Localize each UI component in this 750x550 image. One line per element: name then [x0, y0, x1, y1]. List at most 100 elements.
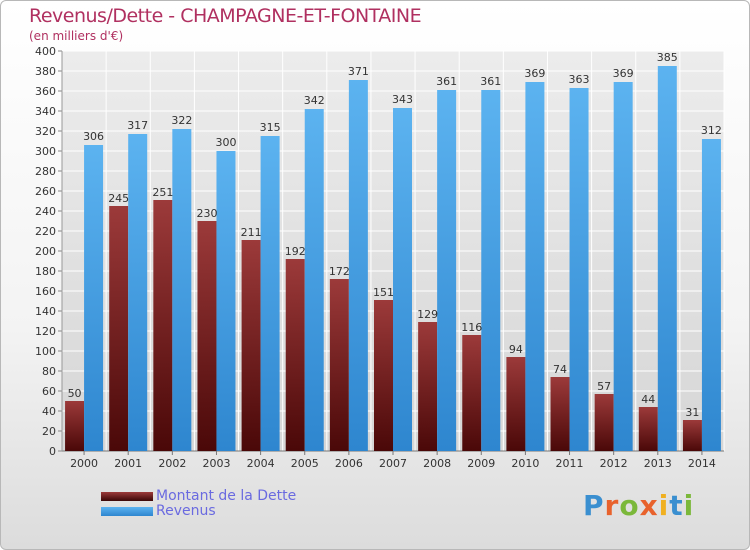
x-tick-label: 2003 [202, 457, 230, 470]
y-tick-label: 280 [35, 165, 56, 178]
data-label-revenus: 361 [480, 75, 501, 88]
x-tick-label: 2009 [467, 457, 495, 470]
data-label-dette: 116 [461, 321, 482, 334]
bar-revenus [525, 82, 545, 451]
y-tick-label: 400 [35, 45, 56, 58]
legend-swatch-revenus [101, 506, 153, 516]
y-tick-label: 40 [42, 405, 56, 418]
data-label-revenus: 363 [569, 73, 590, 86]
data-label-dette: 251 [152, 186, 173, 199]
bar-dette [329, 279, 349, 451]
data-label-revenus: 369 [613, 67, 634, 80]
bar-dette [594, 394, 614, 451]
proxiti-logo: Proxiti [583, 489, 695, 522]
bar-dette [285, 259, 305, 451]
y-tick-label: 120 [35, 325, 56, 338]
data-label-dette: 31 [685, 406, 699, 419]
data-label-dette: 172 [329, 265, 350, 278]
bar-revenus [304, 109, 324, 451]
legend-label-dette: Montant de la Dette [156, 488, 297, 504]
y-tick-label: 60 [42, 385, 56, 398]
bar-dette [109, 206, 129, 451]
bar-dette [550, 377, 570, 451]
chart-subtitle: (en milliers d'€) [29, 29, 124, 43]
y-tick-label: 300 [35, 145, 56, 158]
bar-revenus [128, 134, 148, 451]
y-tick-label: 360 [35, 85, 56, 98]
bar-revenus [701, 139, 721, 451]
data-label-dette: 151 [373, 286, 394, 299]
x-tick-label: 2002 [158, 457, 186, 470]
x-tick-label: 2007 [379, 457, 407, 470]
bar-revenus [216, 151, 236, 451]
y-tick-label: 0 [49, 445, 56, 458]
data-label-revenus: 322 [171, 114, 192, 127]
x-tick-label: 2004 [247, 457, 275, 470]
x-tick-label: 2010 [511, 457, 539, 470]
x-tick-label: 2012 [600, 457, 628, 470]
bar-dette [682, 420, 702, 451]
data-label-revenus: 300 [215, 136, 236, 149]
data-label-revenus: 306 [83, 130, 104, 143]
y-tick-label: 20 [42, 425, 56, 438]
data-label-revenus: 317 [127, 119, 148, 132]
y-tick-label: 200 [35, 245, 56, 258]
data-label-dette: 230 [196, 207, 217, 220]
legend-swatch-dette [101, 491, 153, 501]
bar-dette [638, 407, 658, 451]
y-tick-label: 180 [35, 265, 56, 278]
bar-revenus [437, 90, 457, 451]
y-tick-label: 240 [35, 205, 56, 218]
data-label-revenus: 369 [524, 67, 545, 80]
data-label-revenus: 371 [348, 65, 369, 78]
bar-dette [153, 200, 173, 451]
x-tick-label: 2000 [70, 457, 98, 470]
y-tick-label: 320 [35, 125, 56, 138]
data-label-dette: 44 [641, 393, 655, 406]
bar-revenus [657, 66, 677, 451]
y-tick-label: 260 [35, 185, 56, 198]
bar-revenus [481, 90, 501, 451]
bar-dette [506, 357, 526, 451]
data-label-dette: 50 [68, 387, 82, 400]
data-label-revenus: 342 [304, 94, 325, 107]
data-label-dette: 211 [241, 226, 262, 239]
y-tick-label: 380 [35, 65, 56, 78]
x-tick-label: 2005 [291, 457, 319, 470]
bar-revenus [393, 108, 412, 451]
bar-dette [418, 322, 438, 451]
data-label-dette: 245 [108, 192, 129, 205]
data-label-revenus: 343 [392, 93, 413, 106]
y-tick-label: 220 [35, 225, 56, 238]
data-label-revenus: 315 [260, 121, 281, 134]
y-tick-label: 80 [42, 365, 56, 378]
bar-revenus [613, 82, 633, 451]
x-tick-label: 2001 [114, 457, 142, 470]
y-tick-label: 340 [35, 105, 56, 118]
y-tick-label: 140 [35, 305, 56, 318]
y-tick-label: 160 [35, 285, 56, 298]
data-label-revenus: 361 [436, 75, 457, 88]
legend-label-revenus: Revenus [156, 503, 216, 519]
legend-item-revenus: Revenus [101, 504, 216, 518]
bar-dette [197, 221, 217, 451]
data-label-dette: 74 [553, 363, 567, 376]
bar-dette [241, 240, 261, 451]
x-tick-label: 2011 [556, 457, 584, 470]
data-label-dette: 94 [509, 343, 523, 356]
legend-item-dette: Montant de la Dette [101, 489, 296, 503]
bar-dette [65, 401, 85, 451]
x-tick-label: 2014 [688, 457, 716, 470]
bar-revenus [260, 136, 280, 451]
data-label-dette: 129 [417, 308, 438, 321]
chart-title: Revenus/Dette - CHAMPAGNE-ET-FONTAINE [29, 5, 422, 27]
y-tick-label: 100 [35, 345, 56, 358]
data-label-revenus: 385 [657, 51, 678, 64]
x-tick-label: 2013 [644, 457, 672, 470]
bar-revenus [348, 80, 368, 451]
bar-revenus [84, 145, 104, 451]
bar-dette [374, 300, 393, 451]
data-label-dette: 57 [597, 380, 611, 393]
